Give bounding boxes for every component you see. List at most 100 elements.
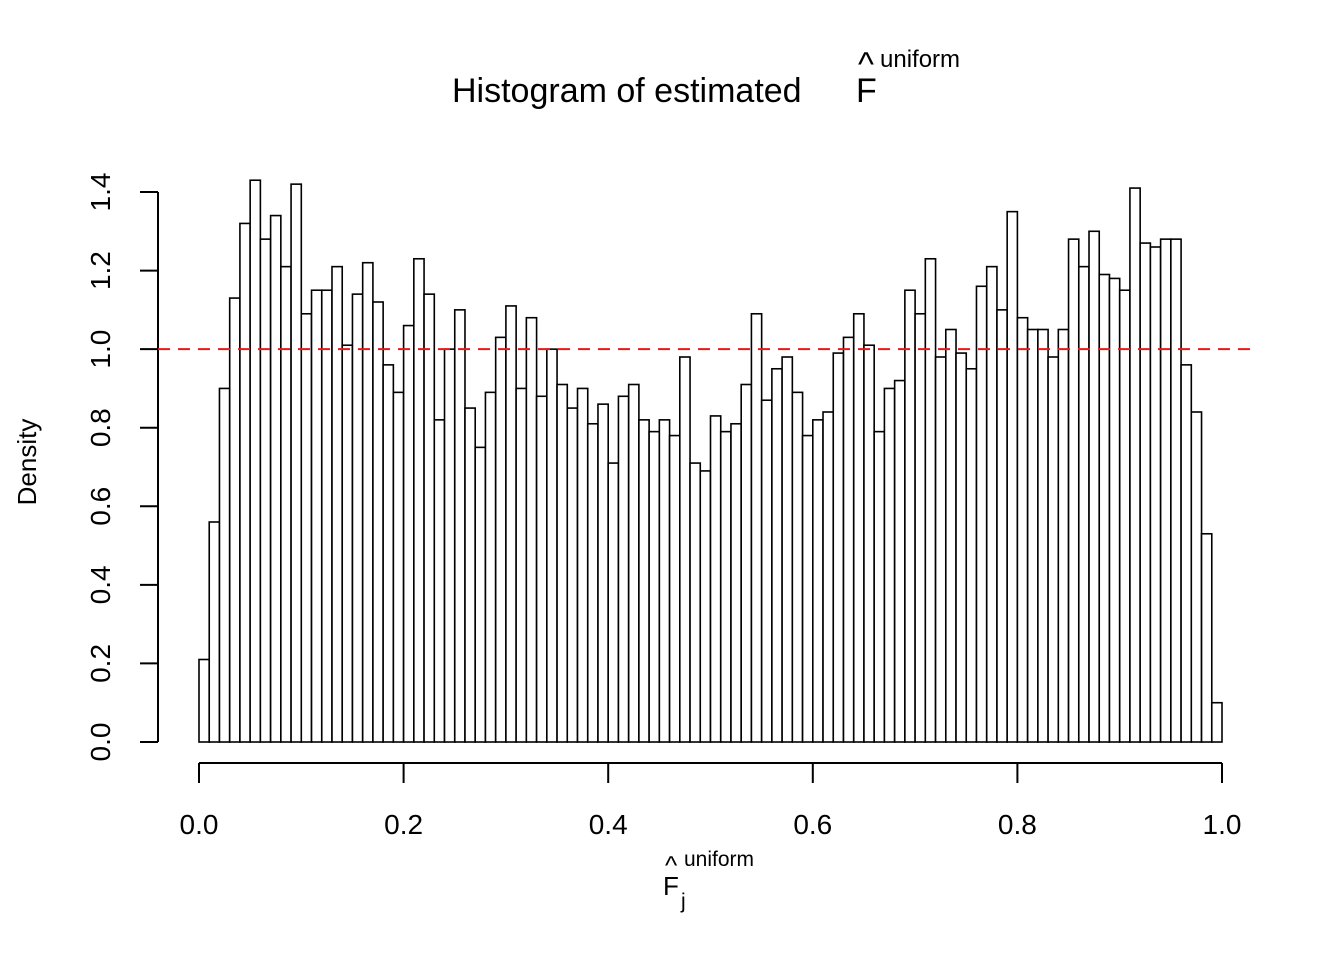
histogram-bar: [934, 356, 947, 743]
histogram-bar: [638, 419, 650, 743]
x-axis-label-symbol: F: [663, 871, 679, 901]
histogram-bar: [1026, 328, 1039, 743]
histogram-bar: [525, 316, 538, 743]
histogram-bar: [1170, 238, 1182, 743]
histogram-bar: [740, 383, 753, 743]
histogram-bar: [791, 391, 804, 743]
histogram-bar: [811, 419, 824, 743]
histogram-bar: [505, 305, 517, 743]
histogram-bar: [985, 265, 998, 743]
histogram-bar: [832, 352, 845, 743]
histogram-bar: [1190, 411, 1203, 743]
histogram-bar: [689, 462, 702, 743]
histogram-bar: [1149, 246, 1162, 743]
histogram-bar: [1210, 701, 1223, 743]
y-tick-label: 1.4: [85, 173, 116, 212]
histogram-bar: [709, 415, 722, 743]
x-tick-label: 0.8: [998, 809, 1037, 840]
histogram-bar: [1057, 328, 1070, 743]
histogram-bar: [546, 348, 558, 743]
histogram-bar: [1016, 316, 1029, 743]
histogram-bar: [198, 658, 211, 743]
y-tick-label: 0.0: [85, 723, 116, 762]
histogram-bar: [586, 422, 599, 743]
histogram-bar: [1139, 242, 1152, 743]
histogram-bar: [668, 434, 681, 743]
histogram-bar: [259, 238, 272, 743]
histogram-bar: [1037, 328, 1049, 743]
histogram-bar: [341, 344, 354, 743]
histogram-bars: [198, 179, 1223, 743]
y-tick-label: 0.8: [85, 408, 116, 447]
histogram-bar: [464, 407, 477, 743]
histogram-bar: [331, 265, 344, 743]
histogram-bar: [361, 261, 374, 743]
histogram-bar: [873, 430, 886, 743]
histogram-bar: [218, 387, 231, 743]
histogram-bar: [863, 344, 875, 743]
histogram-bar: [1006, 210, 1019, 743]
histogram-bar: [269, 214, 282, 743]
histogram-bar: [801, 434, 814, 743]
histogram-bar: [239, 222, 251, 743]
histogram-bar: [955, 352, 968, 743]
histogram-bar: [300, 312, 313, 743]
histogram-bar: [699, 470, 712, 743]
x-tick-label: 0.2: [384, 809, 423, 840]
histogram-bar: [433, 419, 446, 743]
x-axis-label-superscript: uniform: [684, 848, 754, 871]
histogram-bar: [382, 364, 395, 743]
histogram-bar: [719, 430, 732, 743]
histogram-bar: [852, 312, 865, 743]
chart-title-text: Histogram of estimated: [452, 72, 802, 110]
histogram-bar: [249, 179, 262, 743]
y-axis-label: Density: [12, 419, 42, 506]
histogram-bar: [842, 336, 855, 743]
histogram-bar: [627, 383, 640, 743]
histogram-bar: [535, 395, 548, 743]
y-tick-label: 1.2: [85, 251, 116, 290]
histogram-bar: [617, 395, 630, 743]
x-axis-label: F ^ uniform j: [663, 848, 754, 913]
x-axis-label-hat: ^: [665, 850, 678, 880]
histogram-bar: [1047, 356, 1060, 743]
histogram-bar: [1118, 289, 1131, 743]
y-tick-label: 0.6: [85, 487, 116, 526]
histogram-bar: [771, 367, 783, 743]
histogram-bar: [290, 183, 303, 743]
histogram-bar: [750, 312, 763, 743]
chart-title-symbol: F: [856, 72, 877, 110]
histogram-bar: [607, 462, 620, 743]
histogram-bar: [576, 387, 589, 743]
histogram-bar: [781, 356, 794, 743]
histogram-bar: [1180, 364, 1193, 743]
histogram-bar: [1067, 238, 1080, 743]
y-tick-label: 1.0: [85, 330, 116, 369]
histogram-bar: [392, 391, 405, 743]
histogram-bar: [883, 387, 896, 743]
histogram-bar: [1088, 230, 1101, 743]
histogram-bar: [566, 407, 579, 743]
chart-title-hat: ^: [858, 46, 874, 84]
histogram-bar: [975, 285, 988, 743]
y-tick-label: 0.4: [85, 565, 116, 604]
x-axis: 0.0 0.2 0.4 0.6 0.8 1.0: [180, 762, 1241, 840]
histogram-bar: [965, 367, 978, 743]
histogram-bar: [208, 521, 221, 743]
histogram-bar: [648, 430, 661, 743]
x-tick-label: 0.6: [793, 809, 832, 840]
histogram-bar: [822, 411, 835, 743]
histogram-bar: [1159, 238, 1172, 743]
histogram-bar: [453, 309, 466, 743]
histogram-bar: [924, 257, 937, 743]
histogram-bar: [893, 379, 906, 743]
y-tick-label: 0.2: [85, 644, 116, 683]
histogram-bar: [1077, 265, 1090, 743]
histogram-bar: [760, 399, 773, 743]
chart-title: Histogram of estimated F ^ uniform: [452, 46, 960, 110]
histogram-bar: [320, 289, 333, 743]
histogram-bar: [494, 336, 507, 743]
x-axis-label-subscript: j: [680, 890, 686, 913]
chart-title-superscript: uniform: [880, 46, 960, 73]
